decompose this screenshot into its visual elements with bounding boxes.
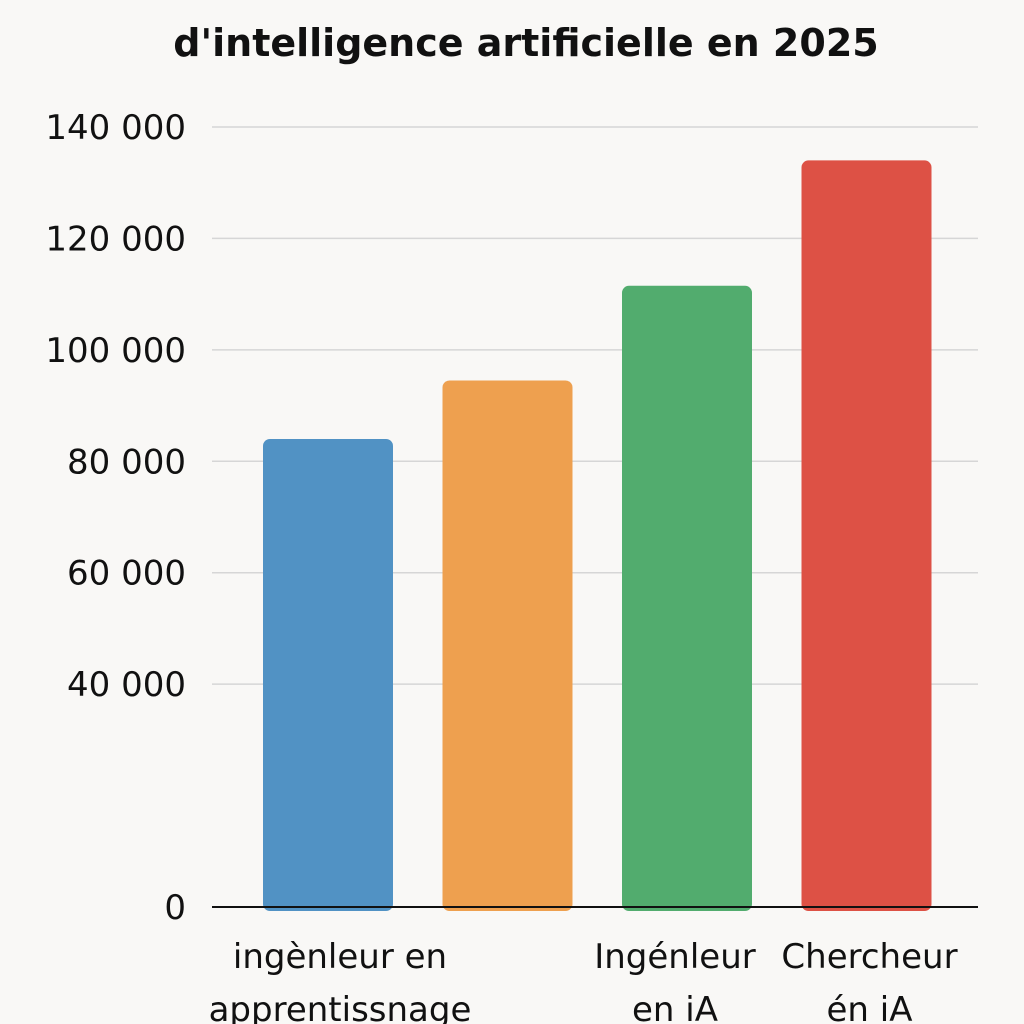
y-tick-label: 60 000: [67, 554, 186, 594]
y-tick-label: 100 000: [45, 331, 186, 371]
x-category-label: ingènleur en: [233, 937, 447, 977]
y-tick-label: 40 000: [67, 665, 186, 705]
y-tick-label: 120 000: [45, 219, 186, 259]
chart-title: d'intelligence artificielle en 2025: [173, 21, 878, 65]
y-tick-label: 140 000: [45, 108, 186, 148]
y-tick-label: 0: [164, 888, 186, 928]
x-axis-category-labels: ingènleur en apprentissnage Ingénleur en iA…: [209, 937, 958, 1024]
x-category-label: Ingénleur: [594, 937, 756, 977]
bar: [622, 285, 752, 911]
bar: [263, 439, 393, 911]
y-tick-label: 80 000: [67, 442, 186, 482]
bar: [801, 160, 932, 911]
x-category-label: en iA: [632, 990, 718, 1024]
x-category-label: én iA: [827, 990, 913, 1024]
bar: [442, 380, 573, 911]
bars: [263, 160, 932, 911]
x-category-label: apprentissnage: [209, 990, 472, 1024]
y-axis-tick-labels: 0 40 000 60 000 80 000 100 000 120 000 140 000: [45, 108, 186, 928]
x-category-label: Chercheur: [781, 937, 957, 977]
